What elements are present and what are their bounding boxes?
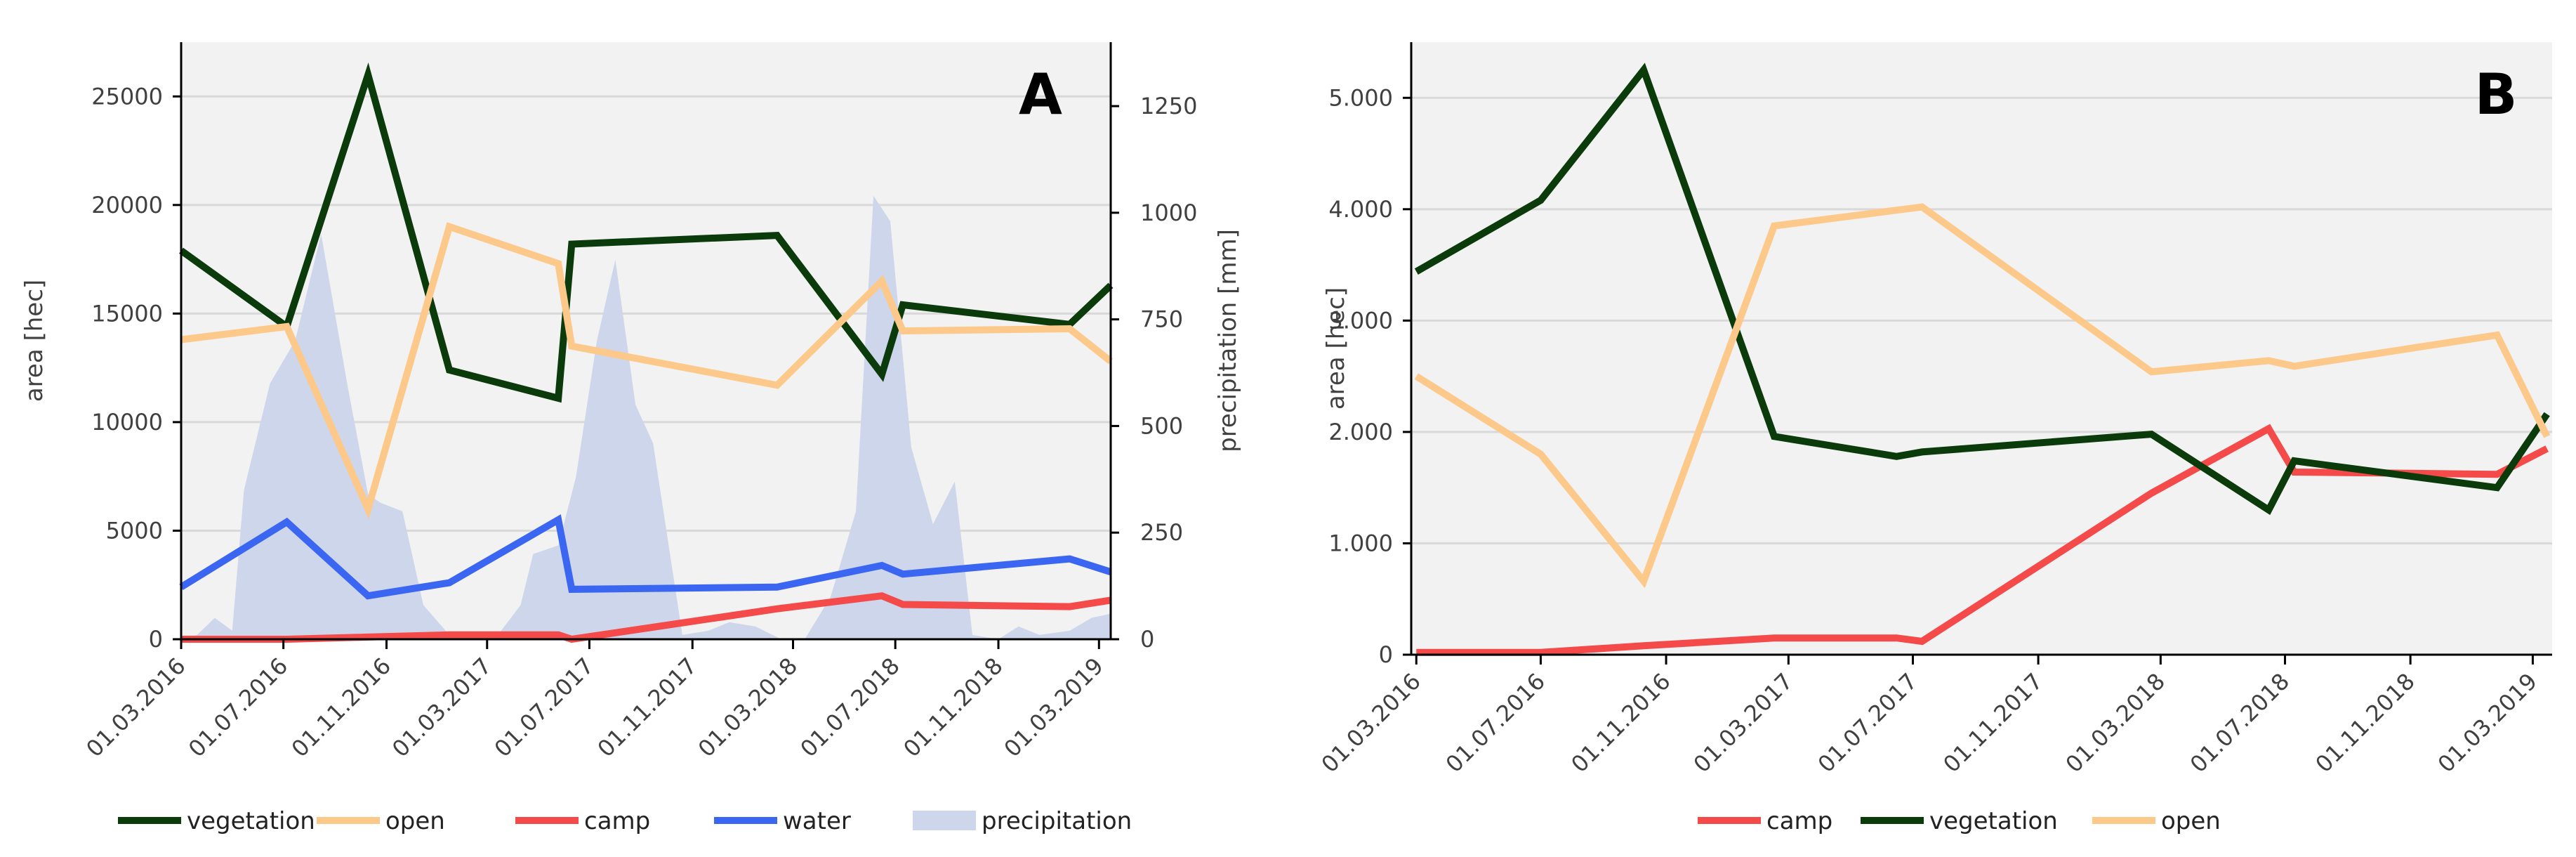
x-tick-label: 01.03.2018 [2061, 668, 2170, 778]
y-tick-label: 4.000 [1328, 196, 1393, 223]
legend-label-open: open [2161, 807, 2221, 835]
y-tick-label: 25000 [91, 83, 163, 110]
legend-label-vegetation: vegetation [187, 807, 315, 835]
y2-tick-label: 0 [1140, 626, 1154, 653]
legend-swatch-precipitation [913, 811, 976, 830]
y-tick-label: 5.000 [1328, 84, 1393, 111]
legend-label-camp: camp [584, 807, 650, 835]
chart-panel-a: 0 5000 10000 15000 20000 25000 0 250 500 750 1000 1… [20, 42, 1242, 835]
series-open-line [180, 222, 1114, 520]
series-vegetation-line [179, 62, 1114, 403]
x-tick-label: 01.03.2017 [387, 653, 496, 762]
legend-label-precipitation: precipitation [982, 807, 1132, 835]
series-vegetation-line [1414, 63, 2550, 516]
y2-axis-label: precipitation [mm] [1214, 229, 1242, 452]
x-tick-label: 01.11.2017 [1938, 668, 2047, 778]
x-tick-label: 01.07.2018 [795, 653, 904, 762]
y2-tick-label: 500 [1140, 412, 1183, 439]
x-tick-label: 01.03.2019 [999, 653, 1109, 762]
y-axis-label: area [hec] [1322, 287, 1350, 410]
legend: vegetation open camp water precipitation [118, 807, 1132, 835]
y-axis-label: area [hec] [20, 280, 48, 402]
series-water-line [179, 514, 1112, 600]
y-tick-label: 1.000 [1328, 530, 1393, 556]
x-tick-label: 01.03.2019 [2433, 668, 2542, 778]
x-tick-label: 01.11.2016 [286, 653, 396, 762]
legend-label-water: water [783, 807, 851, 835]
plot-area [1411, 42, 2552, 655]
x-tick-label: 01.11.2016 [1566, 668, 1675, 778]
y-tick-label: 0 [149, 626, 163, 653]
legend-label-vegetation: vegetation [1929, 807, 2058, 835]
x-tick-label: 01.03.2017 [1689, 668, 1798, 778]
x-tick-label: 01.07.2016 [1441, 668, 1550, 778]
x-tick-label: 01.07.2017 [489, 653, 599, 762]
x-tick-label: 01.03.2016 [81, 653, 190, 762]
legend: camp vegetation open [1698, 807, 2221, 835]
y-tick-label: 0 [1379, 641, 1393, 668]
x-tick-label: 01.03.2016 [1316, 668, 1425, 778]
x-tick-label: 01.07.2018 [2185, 668, 2294, 778]
panel-letter: B [2475, 62, 2518, 127]
x-tick-label: 01.07.2016 [183, 653, 293, 762]
y-tick-label: 3.000 [1328, 307, 1393, 334]
x-tick-label: 01.11.2018 [898, 653, 1008, 762]
panel-letter: A [1019, 62, 1062, 127]
x-tick-label: 01.11.2017 [592, 653, 701, 762]
x-tick-label: 01.03.2018 [693, 653, 802, 762]
legend-label-camp: camp [1766, 807, 1832, 835]
x-tick-label: 01.07.2017 [1813, 668, 1922, 778]
y-tick-label: 15000 [91, 300, 163, 327]
y-tick-label: 20000 [91, 192, 163, 218]
series-open-line [1414, 203, 2551, 589]
y2-tick-label: 1250 [1140, 93, 1197, 119]
x-tick-label: 01.11.2018 [2310, 668, 2419, 778]
y2-tick-label: 1000 [1140, 199, 1197, 226]
y-tick-label: 10000 [91, 409, 163, 436]
legend-label-open: open [385, 807, 445, 835]
y2-tick-label: 250 [1140, 519, 1183, 546]
y-tick-label: 2.000 [1328, 419, 1393, 445]
y2-tick-label: 750 [1140, 306, 1183, 333]
y-tick-label: 5000 [106, 517, 163, 544]
series-precipitation-area [181, 195, 1111, 640]
